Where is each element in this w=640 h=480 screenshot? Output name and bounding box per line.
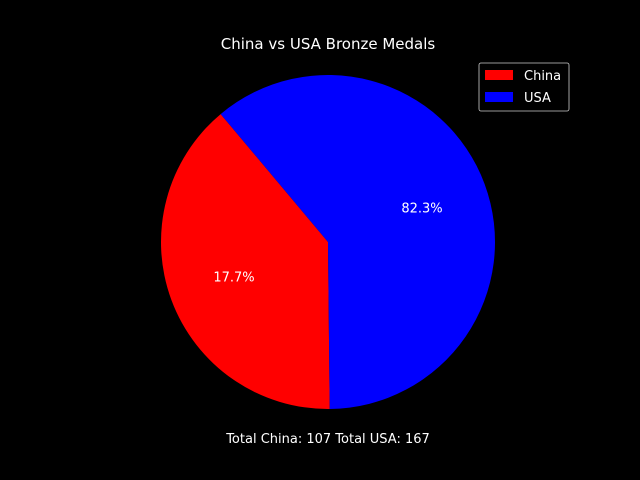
totals-footer: Total China: 107 Total USA: 167	[225, 432, 430, 447]
chart-title: China vs USA Bronze Medals	[221, 35, 436, 53]
legend-swatch-usa	[485, 92, 513, 102]
legend-label-usa: USA	[524, 91, 551, 106]
percent-label-china: 17.7%	[213, 271, 254, 286]
percent-label-usa: 82.3%	[401, 201, 442, 216]
legend-label-china: China	[524, 69, 561, 84]
legend-swatch-china	[485, 70, 513, 80]
legend: China USA	[478, 62, 570, 112]
percent-labels: 17.7% 82.3%	[213, 201, 442, 285]
pie-slice-china	[160, 114, 330, 409]
pie-slice-usa	[220, 75, 495, 409]
pie-slices	[160, 75, 495, 409]
